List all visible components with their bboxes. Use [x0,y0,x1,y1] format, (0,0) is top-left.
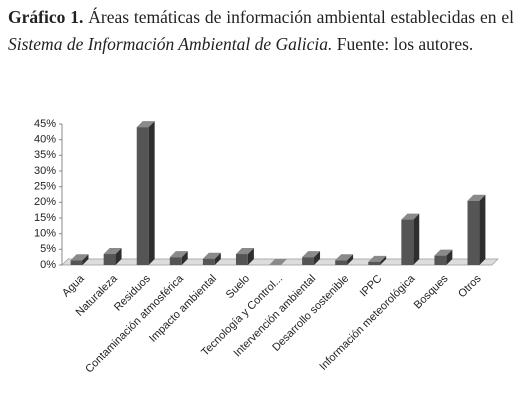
bar [202,258,215,265]
bar-side [314,251,321,265]
bar-side [413,213,420,265]
bar-side [479,194,486,265]
y-tick-label: 5% [40,243,56,255]
bar [302,257,315,265]
caption-italic: Sistema de Información Ambiental de Gali… [8,34,333,54]
bar [467,200,480,265]
bar [169,257,182,265]
bar [434,255,447,265]
bar-top [368,255,387,262]
bar-side [347,254,354,265]
bar-side [214,252,221,265]
y-tick-label: 45% [34,118,56,130]
y-tick-label: 0% [40,259,56,271]
bar-top [103,248,122,255]
bar-top [202,252,221,259]
x-tick-label: IPPC [358,273,385,300]
caption-end: Fuente: los autores. [336,34,474,54]
bar [401,219,414,265]
y-tick-label: 10% [34,228,56,240]
y-tick-label: 20% [34,196,56,208]
bar [103,254,116,265]
bar [368,261,381,265]
x-tick-label: Suelo [224,273,252,301]
y-tick-label: 15% [34,212,56,224]
bar-top [467,194,486,201]
bar-side [148,121,155,265]
bar [235,254,248,265]
bar-top [169,251,188,258]
x-tick-label: Agua [60,272,87,299]
caption: Gráfico 1. Áreas temáticas de informació… [8,4,514,58]
bar-top [136,121,155,128]
bar-top [269,259,287,265]
bar-top [434,249,453,256]
bar-side [181,251,188,265]
bar-top [235,248,254,255]
x-tick-label: Bosques [412,272,451,311]
bar-top [70,254,89,261]
bar [136,127,149,265]
bar-side [82,254,89,265]
bar-side [115,248,122,265]
bar [70,260,83,265]
bar-side [446,249,453,265]
bar [335,260,348,265]
caption-label: Gráfico 1. [8,7,84,27]
y-tick-label: 35% [34,149,56,161]
y-tick-label: 25% [34,181,56,193]
bar-top [335,254,354,261]
x-tick-label: Otros [456,272,484,300]
bar-side [247,248,254,265]
y-tick-label: 40% [34,134,56,146]
bar-side [380,255,387,265]
bar-top [401,213,420,220]
y-tick-label: 30% [34,165,56,177]
caption-text: Áreas temáticas de información ambiental… [88,7,515,27]
bar-top [302,251,321,258]
